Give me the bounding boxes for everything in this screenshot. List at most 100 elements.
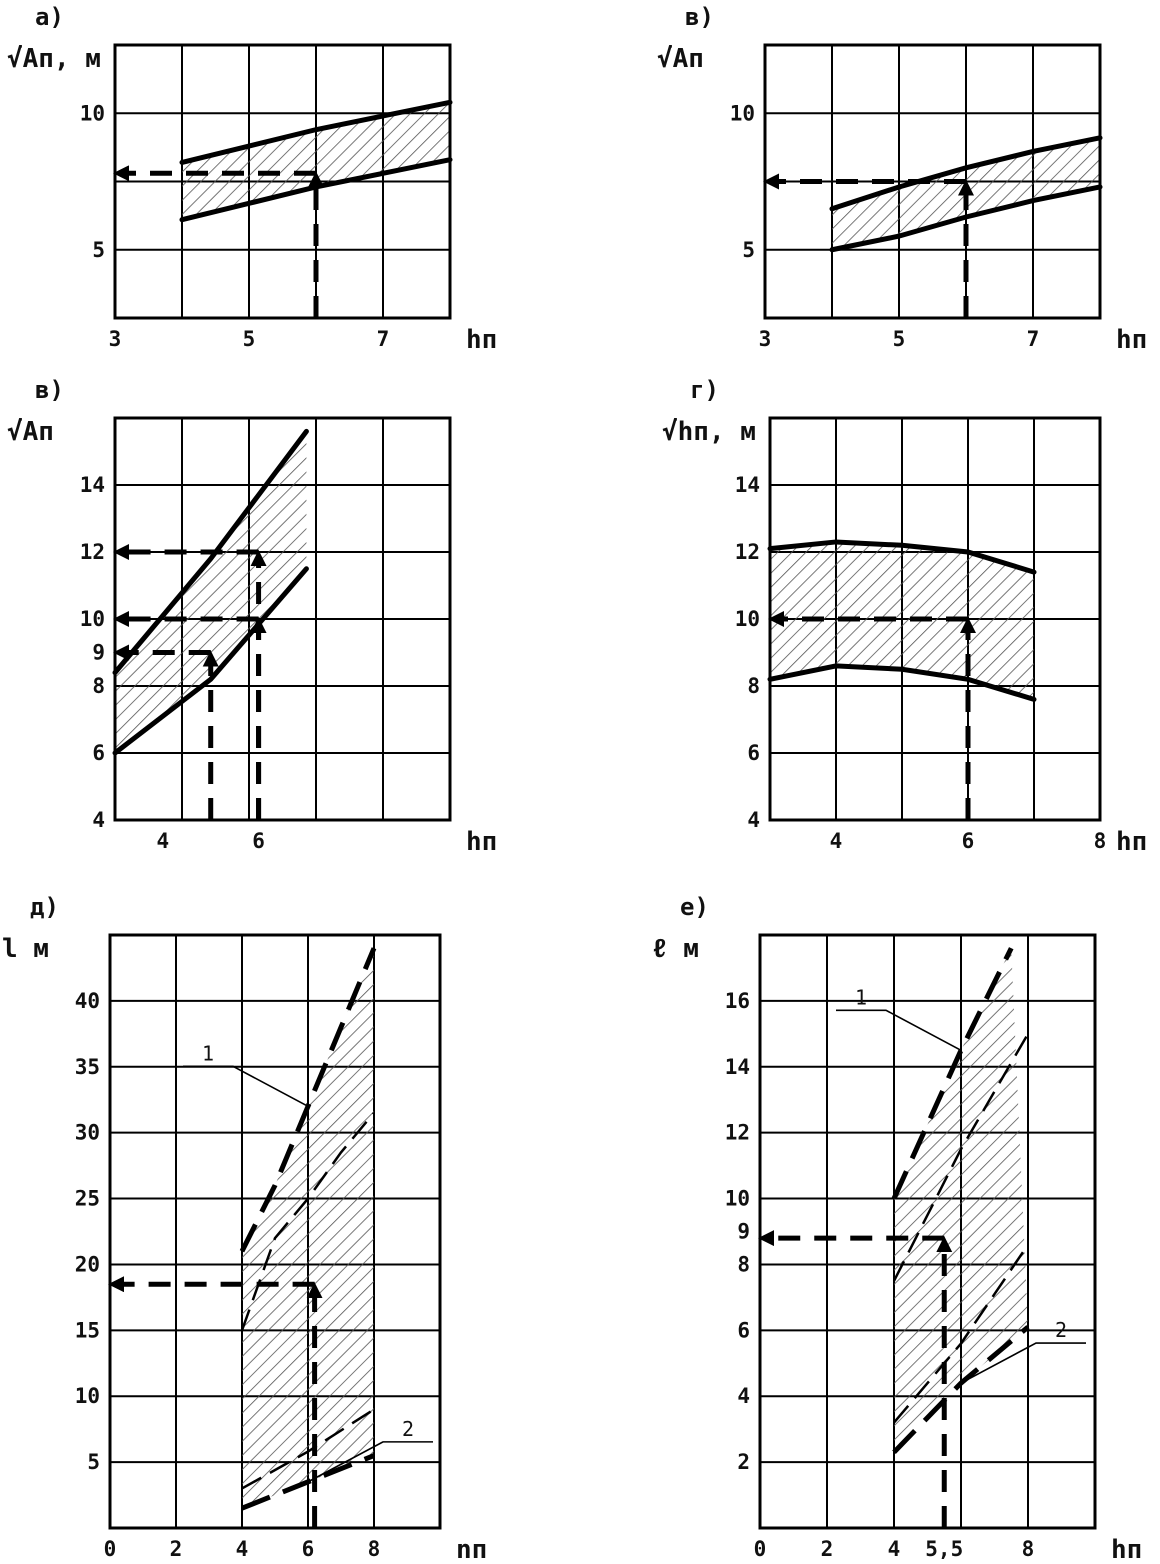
x-tick-label: 5,5 [925, 1537, 963, 1561]
series-line-mid [893, 1243, 1030, 1424]
y-tick-label: 6 [747, 741, 760, 765]
y-tick-label: 14 [735, 473, 760, 497]
y-axis-label: √Aп [657, 44, 704, 74]
x-tick-label: 8 [1094, 829, 1107, 853]
y-tick-label: 16 [725, 989, 750, 1013]
x-tick-label: 6 [252, 829, 265, 853]
x-tick-label: 3 [109, 327, 122, 351]
x-tick-label: 7 [377, 327, 390, 351]
series-line-upper [112, 428, 309, 676]
y-tick-label: 9 [92, 641, 105, 665]
y-tick-label: 8 [92, 674, 105, 698]
chart-panel-d: 0 2 4 6 8 5 10 15 20 25 30 35 40 д) l м nп 1 2 [2, 893, 487, 1564]
series-line-upper [179, 99, 453, 165]
chart-panel-b: 3 5 7 5 10 в) √Aп hп [657, 3, 1147, 355]
y-axis-label: √hп, м [662, 417, 756, 447]
series-line-lower [829, 184, 1103, 253]
x-tick-label: 4 [888, 1537, 901, 1561]
y-tick-label: 2 [737, 1450, 750, 1474]
y-axis-label: √Aп, м [7, 44, 101, 74]
y-tick-label: 5 [87, 1450, 100, 1474]
y-tick-label: 14 [80, 473, 105, 497]
annotation-leader [960, 1342, 1086, 1384]
x-tick-label: 6 [962, 829, 975, 853]
series-line-lower [112, 566, 309, 756]
chart-panel-v: 4 6 4 6 8 9 10 12 14 в) √Aп hп [7, 376, 497, 857]
plot-frame [763, 43, 1102, 320]
annotation-leader [307, 1441, 433, 1483]
x-tick-label: 4 [830, 829, 843, 853]
x-tick-label: 7 [1027, 327, 1040, 351]
series-line-upper [829, 135, 1103, 212]
y-axis-label: √Aп [7, 417, 54, 447]
y-tick-label: 12 [735, 540, 760, 564]
x-tick-label: 2 [821, 1537, 834, 1561]
x-axis-label: hп [1111, 1535, 1142, 1564]
panel-letter: а) [35, 3, 64, 31]
y-tick-label: 4 [92, 808, 105, 832]
x-tick-label: 3 [759, 327, 772, 351]
x-axis-label: hп [1116, 827, 1147, 857]
annotation-label: 2 [402, 1417, 414, 1441]
y-tick-label: 5 [742, 238, 755, 262]
y-tick-label: 4 [747, 808, 760, 832]
panel-letter: в) [685, 3, 714, 31]
hatched-range-band [182, 102, 450, 220]
plot-frame [113, 416, 452, 822]
series-line-upper [891, 947, 1014, 1200]
annotation-leader [183, 1065, 309, 1108]
x-tick-label: 6 [302, 1537, 315, 1561]
plot-frame [768, 416, 1102, 822]
x-tick-label: 4 [157, 829, 170, 853]
series-line-mid [240, 1112, 375, 1331]
y-tick-label: 10 [80, 101, 105, 125]
hatched-range-band [242, 948, 374, 1509]
y-tick-label: 25 [75, 1187, 100, 1211]
y-tick-label: 20 [75, 1252, 100, 1276]
y-tick-label: 8 [747, 674, 760, 698]
annotation-leader [836, 1009, 962, 1052]
plot-frame [113, 43, 452, 320]
x-tick-label: 5 [243, 327, 256, 351]
y-tick-label: 15 [75, 1318, 100, 1342]
hatched-range-band [115, 431, 307, 753]
annotation-label: 2 [1055, 1318, 1067, 1342]
y-tick-label: 35 [75, 1055, 100, 1079]
x-axis-label: hп [466, 325, 497, 355]
series-line-mid [241, 1408, 375, 1490]
y-tick-label: 10 [730, 101, 755, 125]
panel-letter: е) [680, 893, 709, 921]
x-tick-label: 2 [170, 1537, 183, 1561]
x-tick-label: 8 [1022, 1537, 1035, 1561]
y-tick-label: 30 [75, 1121, 100, 1145]
y-tick-label: 9 [737, 1220, 750, 1244]
y-tick-label: 12 [725, 1121, 750, 1145]
plot-frame [108, 933, 442, 1530]
y-tick-label: 6 [737, 1318, 750, 1342]
x-tick-label: 0 [104, 1537, 117, 1561]
x-axis-label: hп [466, 827, 497, 857]
chart-panel-a: 3 5 7 5 10 а) √Aп, м hп [7, 3, 497, 355]
hatched-range-band [894, 948, 1028, 1453]
chart-panel-g: 4 6 8 4 6 8 10 12 14 г) √hп, м hп [662, 376, 1147, 857]
x-tick-label: 8 [368, 1537, 381, 1561]
y-tick-label: 10 [725, 1187, 750, 1211]
y-tick-label: 6 [92, 741, 105, 765]
annotation-label: 1 [855, 985, 867, 1009]
y-axis-label: ℓ м [652, 934, 699, 964]
y-tick-label: 5 [92, 238, 105, 262]
panel-letter: д) [30, 893, 59, 921]
y-tick-label: 40 [75, 989, 100, 1013]
series-line-upper [767, 539, 1037, 575]
x-tick-label: 4 [236, 1537, 249, 1561]
y-tick-label: 10 [75, 1384, 100, 1408]
y-tick-label: 4 [737, 1384, 750, 1408]
x-axis-label: nп [456, 1535, 487, 1564]
x-tick-label: 0 [754, 1537, 767, 1561]
panel-letter: в) [35, 376, 64, 404]
y-tick-label: 12 [80, 540, 105, 564]
y-tick-label: 10 [80, 607, 105, 631]
plot-frame [758, 933, 1097, 1530]
